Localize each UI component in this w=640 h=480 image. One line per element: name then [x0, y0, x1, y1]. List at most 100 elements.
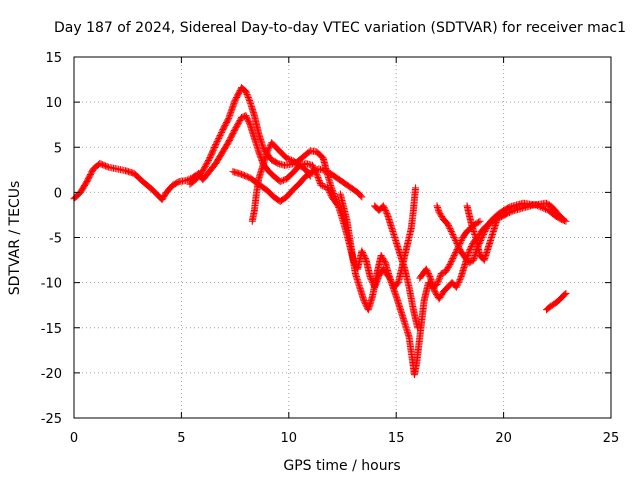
data-point — [359, 250, 367, 258]
data-point — [287, 156, 295, 164]
data-point — [453, 282, 461, 290]
data-point — [414, 324, 422, 332]
data-point — [379, 254, 387, 262]
data-point — [412, 184, 420, 192]
data-point — [482, 226, 490, 234]
data-point — [444, 221, 452, 229]
data-point — [446, 261, 454, 269]
data-point — [358, 193, 366, 201]
data-point — [449, 232, 457, 240]
x-tick-labels: 0 5 10 15 20 25 — [70, 431, 619, 446]
data-point — [201, 162, 209, 170]
data-point — [243, 115, 251, 123]
data-point — [435, 295, 443, 303]
data-point — [386, 274, 394, 282]
data-point — [224, 116, 232, 124]
data-point — [444, 220, 452, 228]
y-tick-label: -20 — [41, 367, 62, 382]
data-point — [422, 265, 430, 273]
data-point — [451, 250, 459, 258]
data-point — [450, 234, 458, 241]
data-point — [562, 289, 570, 297]
data-point — [540, 204, 548, 212]
data-point — [208, 149, 216, 157]
y-tick-label: -25 — [41, 412, 62, 427]
data-point — [437, 211, 445, 219]
data-point — [438, 213, 446, 221]
data-point — [493, 215, 501, 223]
data-point — [205, 155, 213, 163]
data-point — [244, 93, 252, 101]
series-track-h — [433, 199, 570, 267]
y-tick-label: 0 — [54, 186, 62, 201]
data-point — [382, 208, 390, 216]
data-point — [161, 191, 169, 199]
data-point — [361, 255, 369, 263]
data-point — [475, 218, 483, 226]
data-point — [485, 220, 493, 228]
x-tick-label: 0 — [70, 431, 78, 446]
data-point — [386, 276, 394, 284]
data-point — [182, 177, 190, 185]
y-axis-label: SDTVAR / TECUs — [7, 181, 23, 296]
data-point — [480, 230, 488, 238]
data-point — [436, 210, 444, 218]
x-tick-label: 15 — [388, 431, 405, 446]
data-point — [432, 289, 440, 297]
data-point — [445, 262, 453, 270]
data-point — [232, 124, 240, 132]
data-point — [484, 222, 492, 230]
data-point — [185, 175, 193, 183]
data-point — [455, 244, 463, 252]
data-point — [454, 241, 462, 249]
data-point — [204, 158, 212, 166]
data-point — [447, 258, 455, 266]
data-point — [532, 201, 540, 209]
data-point — [234, 121, 242, 129]
data-point — [452, 283, 460, 291]
data-point — [306, 172, 314, 180]
data-point — [435, 276, 443, 284]
data-point — [435, 274, 443, 282]
data-point — [481, 227, 489, 235]
data-point — [383, 209, 391, 217]
data-point — [234, 119, 242, 127]
data-point — [361, 298, 369, 306]
data-point — [361, 253, 369, 261]
data-point — [543, 206, 551, 214]
data-point — [329, 188, 337, 196]
data-point — [236, 116, 244, 124]
data-point — [328, 185, 336, 193]
data-point — [214, 136, 222, 144]
x-tick-label: 20 — [495, 431, 512, 446]
data-point — [217, 130, 225, 138]
data-point — [431, 288, 439, 296]
data-point — [359, 249, 367, 257]
data-point — [199, 167, 207, 175]
data-point — [244, 116, 252, 124]
data-point — [103, 163, 111, 171]
data-point — [452, 237, 460, 245]
data-point — [437, 292, 445, 300]
data-point — [264, 146, 272, 154]
data-point — [381, 257, 389, 265]
data-point — [381, 205, 389, 213]
data-point — [205, 156, 213, 164]
data-point — [330, 191, 338, 199]
data-point — [426, 273, 434, 281]
data-point — [451, 235, 459, 243]
data-point — [200, 165, 208, 173]
data-point — [328, 186, 336, 194]
data-point — [315, 175, 323, 183]
data-point — [360, 252, 368, 260]
data-point — [465, 247, 473, 255]
data-point — [561, 290, 569, 298]
data-point — [279, 176, 287, 184]
data-point — [449, 230, 457, 238]
data-point — [533, 202, 541, 210]
data-point — [447, 259, 455, 267]
data-point — [449, 253, 457, 261]
data-point — [436, 273, 444, 281]
data-point — [377, 252, 385, 260]
data-point — [212, 139, 220, 147]
